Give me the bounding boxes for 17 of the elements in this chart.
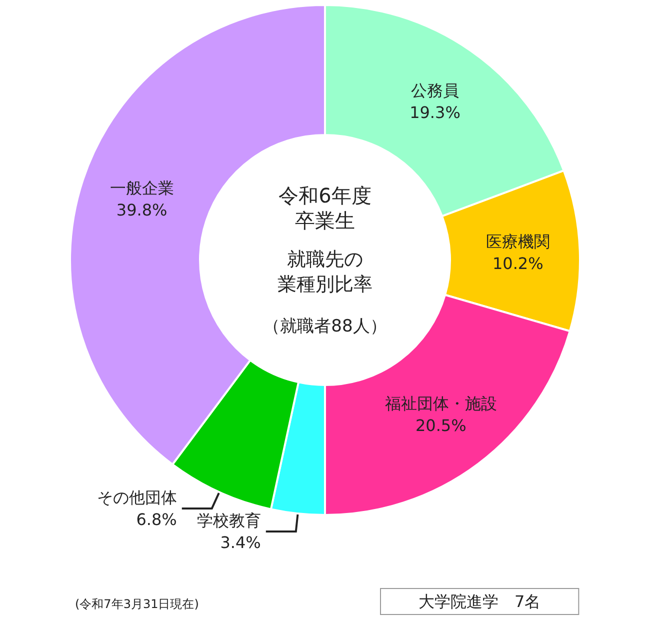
slice-label: 一般企業 [110,178,174,198]
text: （就職者88人） [263,316,387,336]
text: (令和7年3月31日現在) [75,597,199,611]
slice-label: 学校教育 [196,510,261,530]
data-label: 3.4% [220,532,261,552]
slice-label: 福祉団体・施設 [384,394,497,413]
data-label: 20.5% [415,416,466,435]
data-label: 39.8% [116,200,168,220]
text: 大学院進学 7名 [418,592,541,611]
text: 令和6年度卒業生 [278,184,372,232]
slice-label: 公務員 [410,80,459,100]
data-label: 10.2% [492,254,544,274]
text: 就職先の業種別比率 [278,248,372,296]
data-label: 19.3% [410,102,460,122]
data-label: 6.8% [136,510,177,529]
slice-label: その他団体 [96,488,177,507]
slice-label: 医療機関 [486,232,550,252]
